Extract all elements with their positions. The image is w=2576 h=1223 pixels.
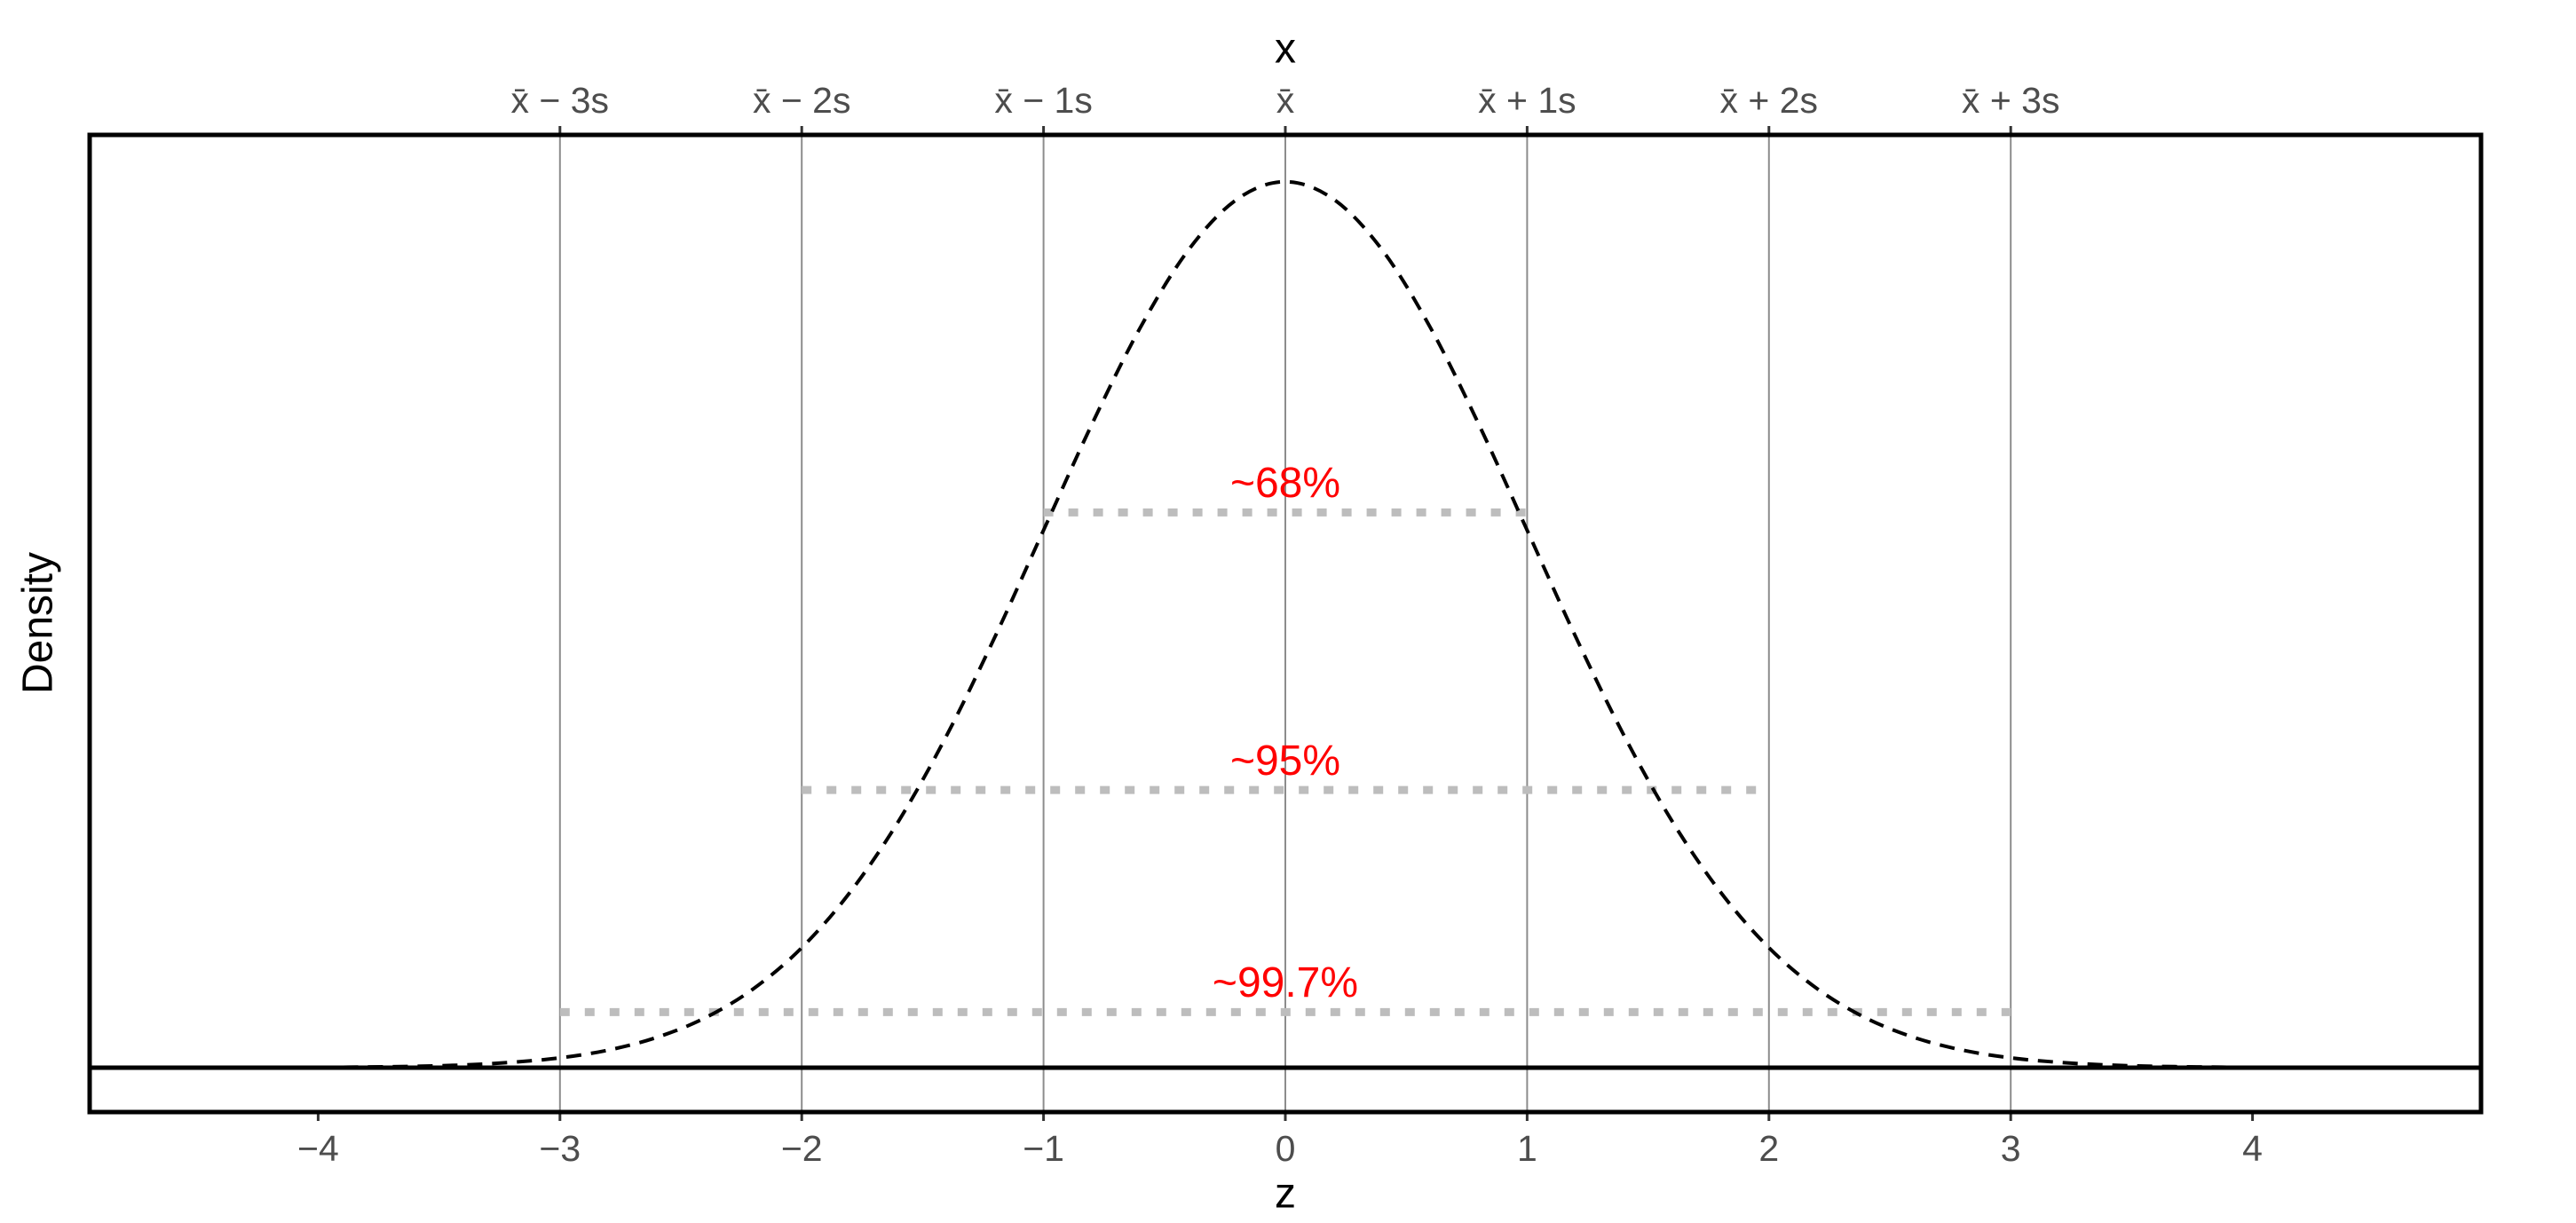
x-axis-title: z — [1275, 1171, 1296, 1218]
interval-label: ~99.7% — [1213, 959, 1358, 1006]
x2-tick-label: x̄ — [1276, 80, 1295, 121]
x-tick-label: 0 — [1276, 1128, 1296, 1169]
x2-tick-label: x̄ + 1s — [1478, 80, 1576, 121]
x-tick-label: −1 — [1023, 1128, 1064, 1169]
x2-tick-label: x̄ + 2s — [1720, 80, 1819, 121]
x2-tick-label: x̄ + 3s — [1962, 80, 2060, 121]
plot-border — [87, 132, 2484, 1115]
x2-tick-label: x̄ − 1s — [994, 80, 1093, 121]
x-tick-label: 2 — [1758, 1128, 1779, 1169]
x-tick-label: 4 — [2242, 1128, 2263, 1169]
x2-tick-label: x̄ − 3s — [511, 80, 610, 121]
y-axis-title: Density — [15, 552, 62, 694]
interval-label: ~95% — [1230, 738, 1340, 785]
x2-tick-label: x̄ − 2s — [753, 80, 851, 121]
x-tick-label: −3 — [539, 1128, 581, 1169]
density-curve — [318, 179, 2253, 1069]
x-tick-label: −2 — [781, 1128, 823, 1169]
x-tick-label: 1 — [1517, 1128, 1537, 1169]
x-tick-label: −4 — [297, 1128, 339, 1169]
interval-label: ~68% — [1230, 460, 1340, 507]
x2-axis-title: x — [1275, 26, 1296, 73]
x-tick-label: 3 — [2001, 1128, 2021, 1169]
